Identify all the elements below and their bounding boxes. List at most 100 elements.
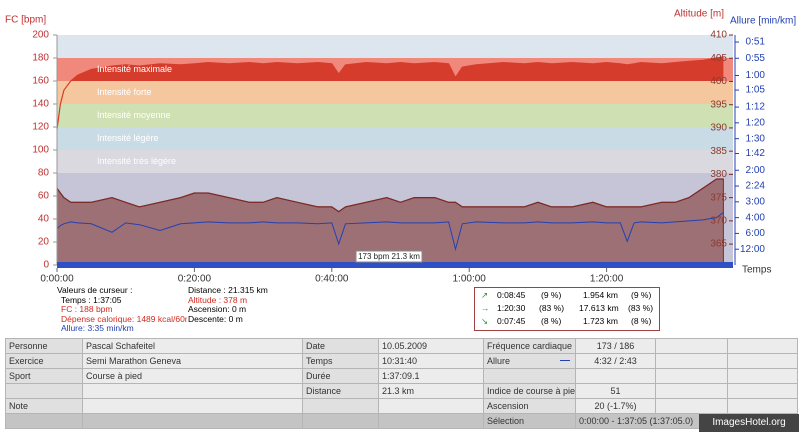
y2-axis-title: Altitude [m]	[674, 9, 724, 20]
summary-cell: (9 %)	[631, 290, 652, 300]
zone-label: Intensité légère	[97, 133, 159, 143]
y-tick-label: 40	[38, 214, 50, 225]
table-row: Exercice Semi Marathon Geneva Temps 10:3…	[5, 353, 798, 369]
y2-tick-label: 370	[710, 215, 727, 226]
summary-cell: 0:08:45	[497, 290, 526, 300]
cell-text: Allure	[487, 356, 511, 366]
cell: Temps	[302, 353, 379, 369]
watermark: ImagesHotel.org	[699, 414, 799, 432]
cell: 51	[575, 383, 656, 399]
summary-cell: (83 %)	[628, 303, 654, 313]
cell	[655, 368, 728, 384]
table-row: Personne Pascal Schafeitel Date 10.05.20…	[5, 338, 798, 354]
summary-cell: 1.723 km	[583, 316, 618, 326]
table-row: Sélection 0:00:00 - 1:37:05 (1:37:05.0)	[5, 413, 798, 429]
cell: 21.3 km	[378, 383, 484, 399]
summary-cell: (8 %)	[631, 316, 652, 326]
table-row: Sport Course à pied Durée 1:37:09.1	[5, 368, 798, 384]
zone-label: Intensité forte	[97, 87, 152, 97]
cell: Note	[5, 398, 83, 414]
cell	[302, 413, 379, 429]
summary-cell: 1:20:30	[497, 303, 526, 313]
summary-cell: (83 %)	[539, 303, 565, 313]
x-tick-label: 1:20:00	[590, 274, 624, 285]
y3-tick-label: 2:00	[746, 165, 766, 176]
cell: Course à pied	[82, 368, 303, 384]
y-tick-label: 60	[38, 191, 50, 202]
y2-tick-label: 405	[710, 53, 727, 64]
cell: Pascal Schafeitel	[82, 338, 303, 354]
x-tick-label: 0:20:00	[178, 274, 212, 285]
cell	[575, 368, 656, 384]
cell: 4:32 / 2:43	[575, 353, 656, 369]
cursor-value: Allure: 3:35 min/km	[61, 323, 134, 333]
cell	[655, 383, 728, 399]
chart: Intensité maximale Intensité forte Intensi…	[5, 9, 796, 285]
cell: Fréquence cardiaque	[483, 338, 576, 354]
plot-back	[56, 35, 733, 266]
table-row: Distance 21.3 km Indice de course à pied…	[5, 383, 798, 399]
cell: Allure	[483, 353, 576, 369]
cell: Semi Marathon Geneva	[82, 353, 303, 369]
y3-axis-title: Allure [min/km]	[730, 16, 796, 27]
x-tick-label: 1:00:00	[453, 274, 487, 285]
y3-tick-label: 1:00	[746, 70, 766, 81]
arrow-up: ↗	[481, 290, 489, 300]
summary-cell: (8 %)	[541, 316, 562, 326]
y3-tick-label: 4:00	[746, 212, 766, 223]
zone-band	[57, 35, 733, 58]
y2-tick-label: 380	[710, 169, 727, 180]
y2-tick-label: 395	[710, 99, 727, 110]
cursor-value: FC : 188 bpm	[61, 304, 113, 314]
y3-tick-label: 6:00	[746, 228, 766, 239]
y3-tick-label: 3:00	[746, 196, 766, 207]
summary-cell: 0:07:45	[497, 316, 526, 326]
y-tick-label: 120	[32, 122, 49, 133]
x-axis-title: Temps	[742, 265, 771, 276]
cell	[727, 368, 798, 384]
cell	[483, 368, 576, 384]
cell	[727, 353, 798, 369]
cell: 0:00:00 - 1:37:05 (1:37:05.0)	[575, 413, 728, 429]
summary-cell: (9 %)	[541, 290, 562, 300]
y3-tick-label: 12:00	[740, 244, 765, 255]
cell	[378, 413, 484, 429]
cell: 173 / 186	[575, 338, 656, 354]
cell: Sport	[5, 368, 83, 384]
cursor-panel-right: Distance : 21.315 km Altitude : 378 m As…	[188, 286, 298, 324]
y3-tick-label: 0:55	[746, 53, 766, 64]
cursor-panel-left: Valeurs de curseur : Temps : 1:37:05 FC …	[57, 286, 187, 334]
cell	[727, 383, 798, 399]
cell: Date	[302, 338, 379, 354]
x-tick-label: 0:00:00	[40, 274, 74, 285]
cursor-value: Temps : 1:37:05	[61, 294, 122, 305]
cell: Exercice	[5, 353, 83, 369]
zone-label: Intensité moyenne	[97, 110, 171, 120]
cursor-value: Dépense calorique: 1489 kcal/60min	[61, 313, 187, 324]
series-line	[56, 56, 724, 130]
cell	[82, 413, 303, 429]
cell: Ascension	[483, 398, 576, 414]
cursor-box	[355, 250, 423, 263]
cell	[655, 353, 728, 369]
summary-cell: 1.954 km	[583, 290, 618, 300]
y3-tick-label: 1:12	[746, 102, 766, 113]
zone-label: Intensité très légère	[97, 156, 176, 166]
cell: 1:37:09.1	[378, 368, 484, 384]
cell	[727, 338, 798, 354]
plot-front: Intensité maximale Intensité forte Intensi…	[32, 30, 765, 285]
summary-row: → 1:20:30 (83 %) 17.613 km (83 %)	[475, 303, 659, 316]
summary-row: ↘ 0:07:45 (8 %) 1.723 km (8 %)	[475, 316, 659, 329]
y3-tick-label: 1:30	[746, 133, 766, 144]
y3-tick-label: 1:42	[746, 148, 766, 159]
cell	[727, 398, 798, 414]
y3-tick-label: 1:05	[746, 85, 766, 96]
cell	[378, 398, 484, 414]
y2-tick-label: 390	[710, 123, 727, 134]
cell	[82, 398, 303, 414]
y-tick-label: 80	[38, 168, 50, 179]
series-line	[56, 212, 724, 252]
cursor-value: Ascension: 0 m	[188, 304, 247, 314]
zone-band	[57, 150, 733, 173]
